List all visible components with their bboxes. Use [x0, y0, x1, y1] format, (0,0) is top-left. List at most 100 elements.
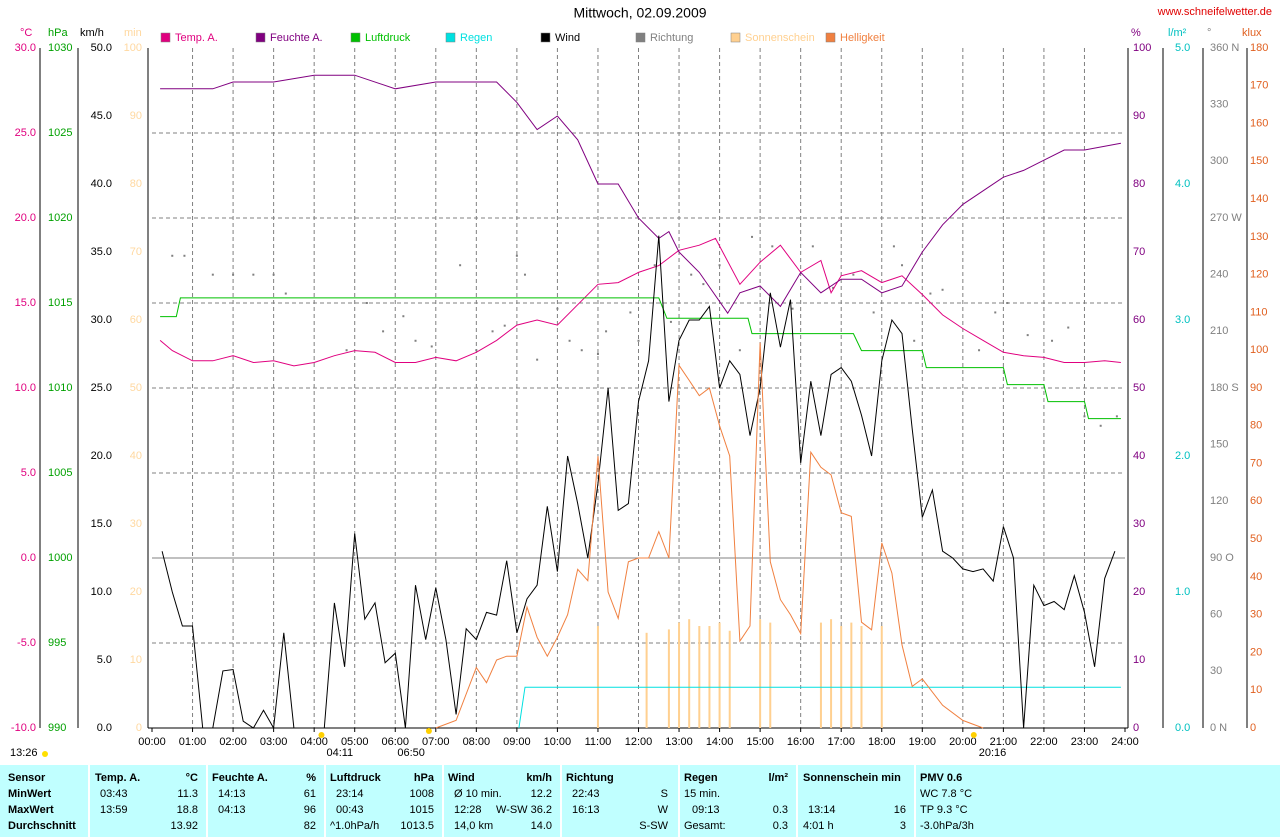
y-tick-label: 0.0: [1175, 722, 1190, 734]
table-cell: 82: [304, 820, 316, 832]
y-tick-label: 150: [1250, 155, 1268, 167]
y-tick-label: 20: [1250, 646, 1262, 658]
table-cell: 11.3: [177, 788, 198, 800]
table-header: Sonnenschein min: [803, 772, 901, 784]
x-tick-label: 00:00: [138, 736, 166, 748]
direction-dot: [284, 292, 287, 295]
y-tick-label: 60: [1250, 495, 1262, 507]
x-tick-label: 04:00: [300, 736, 328, 748]
y-tick-label: 360 N: [1210, 42, 1239, 54]
y-tick-label: 1000: [48, 552, 72, 564]
sunshine-bar: [728, 630, 731, 728]
y-tick-label: 10.0: [15, 382, 36, 394]
direction-dot: [1051, 339, 1054, 342]
direction-dot: [892, 245, 895, 248]
table-cell: 16: [894, 804, 906, 816]
legend-swatch: [635, 32, 646, 43]
row-label: Durchschnitt: [8, 820, 76, 832]
sunshine-bar: [759, 619, 762, 728]
event-label: 04:11: [326, 747, 353, 759]
axis-label: l/m²: [1168, 27, 1187, 39]
x-tick-label: 15:00: [746, 736, 774, 748]
x-tick-label: 18:00: [868, 736, 896, 748]
table-cell: 14.0: [531, 820, 552, 832]
x-tick-label: 08:00: [463, 736, 491, 748]
y-tick-label: 60: [130, 314, 142, 326]
x-tick-label: 10:00: [544, 736, 572, 748]
direction-dot: [459, 264, 462, 267]
legend-label: Feuchte A.: [270, 32, 323, 44]
sunshine-bar: [840, 626, 843, 728]
y-tick-label: 50: [130, 382, 142, 394]
y-tick-label: 150: [1210, 439, 1228, 451]
table-header: Richtung: [566, 772, 614, 784]
table-cell: 13:59: [100, 804, 128, 816]
table-header: Temp. A.: [95, 772, 140, 784]
direction-dot: [1006, 302, 1009, 304]
direction-dot: [596, 353, 599, 355]
y-tick-label: 50: [1133, 382, 1145, 394]
table-cell: 96: [304, 804, 316, 816]
legend-label: Luftdruck: [365, 32, 411, 44]
table-cell: 04:13: [218, 804, 246, 816]
y-tick-label: 330: [1210, 99, 1228, 111]
direction-dot: [171, 254, 174, 257]
legend-label: Temp. A.: [175, 32, 218, 44]
series-line: [161, 235, 1116, 730]
legend-label: Wind: [555, 32, 580, 44]
table-header: Luftdruck: [330, 772, 382, 784]
y-tick-label: 210: [1210, 325, 1228, 337]
y-tick-label: 15.0: [91, 518, 112, 530]
y-tick-label: 90 O: [1210, 552, 1234, 564]
y-tick-label: 3.0: [1175, 314, 1190, 326]
direction-dot: [832, 286, 835, 289]
y-tick-label: 10.0: [91, 586, 112, 598]
direction-dot: [929, 292, 932, 295]
y-tick-label: 30.0: [91, 314, 112, 326]
y-tick-label: 80: [1133, 178, 1145, 190]
direction-dot: [669, 320, 672, 323]
y-tick-label: 995: [48, 637, 66, 649]
y-tick-label: 25.0: [15, 127, 36, 139]
chart-title: Mittwoch, 02.09.2009: [573, 5, 706, 21]
y-tick-label: 1010: [48, 382, 72, 394]
sunshine-bar: [645, 632, 648, 728]
y-tick-label: 120: [1210, 495, 1228, 507]
table-cell: 12:28: [454, 804, 482, 816]
table-cell: -3.0hPa/3h: [920, 820, 974, 832]
series-line: [159, 237, 1121, 367]
direction-dot: [503, 324, 506, 327]
table-cell: WC 7.8 °C: [920, 788, 972, 800]
event-icon: [318, 732, 325, 738]
table-cell: 14,0 km: [454, 820, 493, 832]
table-cell-bg: [916, 765, 1280, 837]
table-cell-bg: [562, 765, 678, 837]
direction-dot: [629, 311, 632, 314]
table-header: Feuchte A.: [212, 772, 268, 784]
y-tick-label: 270 W: [1210, 212, 1242, 224]
table-cell: 22:43: [572, 788, 600, 800]
table-cell: 18.8: [177, 804, 198, 816]
y-tick-label: 90: [1133, 110, 1145, 122]
y-tick-label: 60: [1210, 609, 1222, 621]
y-tick-label: 60: [1133, 314, 1145, 326]
y-tick-label: 5.0: [97, 654, 112, 666]
row-label: MinWert: [8, 788, 52, 800]
legend-label: Regen: [460, 32, 492, 44]
axis-label: %: [1131, 27, 1141, 39]
axis-label: min: [124, 27, 142, 39]
y-tick-label: 0.0: [21, 552, 36, 564]
y-tick-label: 20.0: [91, 450, 112, 462]
y-tick-label: 0: [1133, 722, 1139, 734]
direction-dot: [536, 358, 539, 361]
sunshine-bar: [678, 622, 681, 728]
y-tick-label: 990: [48, 722, 66, 734]
y-tick-label: 20.0: [15, 212, 36, 224]
table-cell: S-SW: [639, 820, 668, 832]
y-tick-label: 1015: [48, 297, 72, 309]
table-header: Regen: [684, 772, 718, 784]
y-tick-label: 100: [1250, 344, 1268, 356]
sunshine-bar: [769, 622, 772, 728]
x-tick-label: 13:00: [665, 736, 693, 748]
